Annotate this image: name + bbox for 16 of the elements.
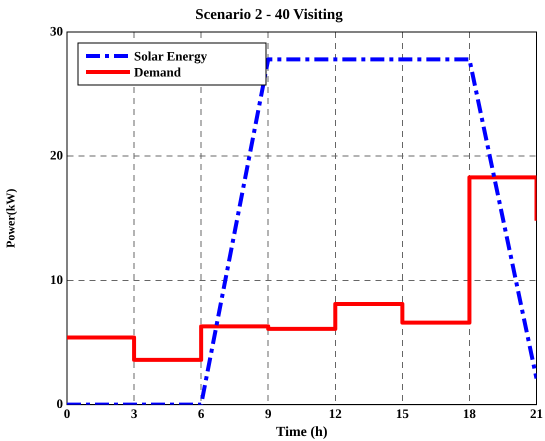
- legend-label: Demand: [134, 64, 182, 80]
- chart-title: Scenario 2 - 40 Visiting: [195, 6, 344, 23]
- y-tick-label: 10: [50, 272, 63, 287]
- x-tick-label: 9: [264, 406, 272, 421]
- x-tick-label: 12: [328, 406, 342, 421]
- x-tick-label: 21: [530, 406, 543, 421]
- x-tick-label: 15: [396, 406, 410, 421]
- x-tick-label: 6: [198, 406, 205, 421]
- x-tick-label: 18: [462, 406, 476, 421]
- legend-label: Solar Energy: [134, 48, 208, 64]
- y-tick-label: 20: [50, 148, 63, 163]
- y-tick-label: 0: [56, 396, 63, 411]
- x-axis-title: Time (h): [276, 425, 328, 440]
- x-tick-label: 3: [130, 406, 138, 421]
- y-axis-title: Power(kW): [3, 188, 18, 248]
- y-tick-label: 30: [50, 23, 63, 38]
